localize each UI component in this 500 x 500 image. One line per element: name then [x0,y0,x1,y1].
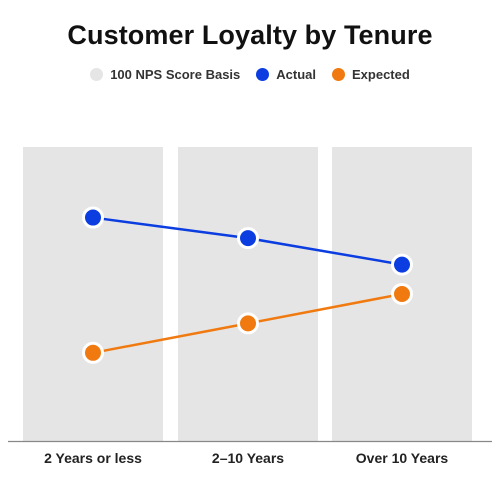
data-point-expected [237,312,259,335]
legend-label-expected: Expected [352,67,410,82]
x-tick-label: Over 10 Years [356,450,449,466]
legend-label-basis: 100 NPS Score Basis [110,67,241,82]
basis-bar [23,147,163,441]
legend-item-expected: Expected [332,67,410,82]
legend-item-actual: Actual [256,67,316,82]
data-point-actual [237,227,259,250]
x-tick-label: 2–10 Years [212,450,284,466]
legend-swatch-basis [90,68,104,81]
legend-swatch-expected [332,68,345,81]
data-point-actual [391,253,413,276]
data-point-expected [82,341,104,364]
x-tick-label: 2 Years or less [44,450,142,466]
legend-label-actual: Actual [276,67,316,82]
legend-swatch-actual [256,68,270,81]
data-point-actual [82,206,104,229]
legend-item-basis: 100 NPS Score Basis [90,67,240,82]
basis-bar [178,147,318,441]
chart-title: Customer Loyalty by Tenure [67,20,433,50]
data-point-expected [391,283,413,305]
chart-legend: 100 NPS Score Basis Actual Expected [0,67,500,82]
